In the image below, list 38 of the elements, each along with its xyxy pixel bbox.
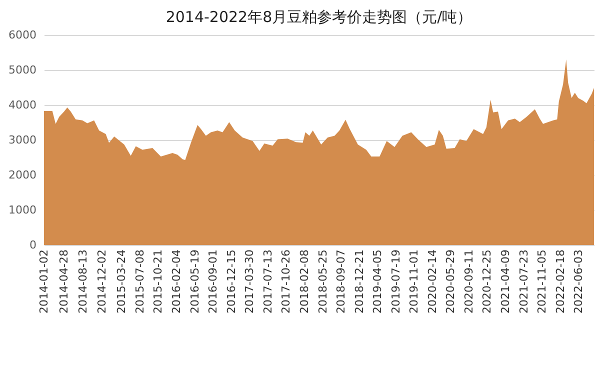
x-tick-label: 2015-07-08 [133, 250, 146, 314]
chart-title: 2014-2022年8月豆粕参考价走势图（元/吨） [166, 8, 472, 26]
x-tick-label: 2018-05-25 [316, 250, 330, 314]
x-tick-label: 2014-08-13 [76, 250, 90, 314]
x-tick-label: 2014-01-02 [38, 250, 50, 314]
y-tick-label: 5000 [8, 64, 36, 76]
x-tick-label: 2018-12-21 [352, 250, 366, 314]
x-tick-label: 2019-11-01 [408, 250, 421, 314]
x-tick-label: 2014-04-28 [58, 250, 71, 314]
x-tick-label: 2019-07-19 [389, 250, 402, 314]
x-tick-label: 2015-10-21 [152, 250, 165, 314]
x-tick-label: 2016-05-19 [188, 250, 202, 314]
x-tick-label: 2020-02-14 [426, 250, 439, 314]
x-tick-label: 2022-02-18 [554, 250, 567, 314]
y-tick-label: 0 [30, 238, 36, 252]
x-tick-label: 2022-06-03 [572, 250, 586, 314]
x-tick-label: 2014-12-02 [96, 250, 109, 314]
x-tick-label: 2020-09-11 [462, 250, 476, 314]
y-tick-label: 6000 [8, 28, 36, 42]
x-tick-label: 2019-04-05 [371, 250, 384, 314]
y-tick-label: 1000 [8, 204, 36, 216]
x-tick-label: 2021-11-05 [536, 250, 549, 314]
x-tick-label: 2017-07-13 [261, 250, 274, 314]
x-tick-label: 2020-12-25 [480, 250, 494, 314]
x-tick-label: 2020-05-29 [444, 250, 458, 314]
y-tick-label: 4000 [8, 98, 36, 112]
x-tick-label: 2017-03-30 [243, 250, 256, 314]
x-tick-label: 2021-07-23 [517, 250, 530, 314]
x-tick-label: 2018-02-08 [298, 250, 311, 314]
x-tick-label: 2017-10-26 [280, 250, 293, 314]
y-tick-label: 2000 [8, 168, 36, 182]
x-tick-label: 2018-09-07 [334, 250, 348, 314]
x-tick-label: 2016-12-15 [224, 250, 238, 314]
x-tick-label: 2021-04-09 [498, 250, 512, 314]
x-tick-label: 2016-02-04 [170, 250, 184, 314]
y-tick-label: 3000 [8, 134, 36, 146]
x-tick-label: 2016-09-01 [206, 250, 220, 314]
x-tick-label: 2015-03-24 [115, 250, 128, 314]
